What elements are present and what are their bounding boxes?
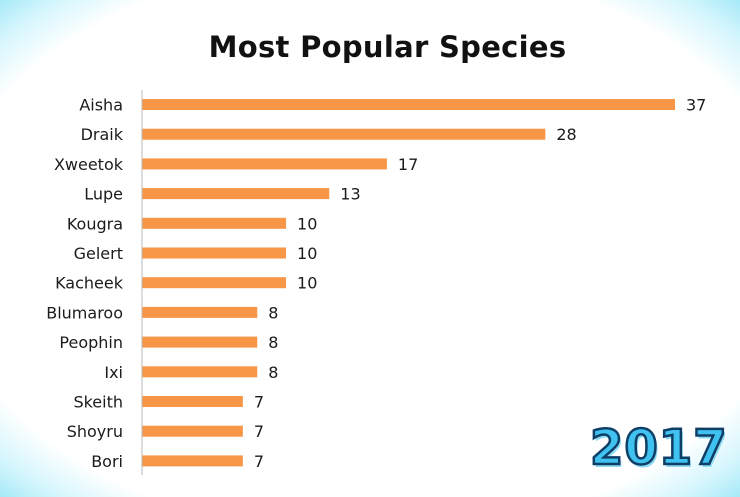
bar-skeith (142, 396, 243, 407)
data-label: 7 (254, 393, 264, 412)
data-label: 7 (254, 422, 264, 441)
data-label: 13 (340, 185, 360, 204)
data-label: 10 (297, 214, 317, 233)
chart-title: Most Popular Species (208, 30, 567, 64)
data-label: 10 (297, 244, 317, 263)
category-label: Shoyru (67, 422, 123, 441)
category-label: Blumaroo (46, 303, 123, 322)
data-label: 8 (268, 333, 278, 352)
category-label: Xweetok (54, 155, 124, 174)
bar-draik (142, 128, 546, 140)
bars-layer: Aisha 37 Draik 28 Xweetok 17 Lupe 13 Kougra 10 Gel… (46, 96, 706, 471)
category-label: Skeith (73, 393, 123, 412)
year-badge: 2017 (589, 419, 728, 478)
data-label: 7 (254, 452, 264, 471)
data-label: 28 (556, 125, 576, 144)
data-label: 37 (686, 96, 706, 115)
bar-aisha (142, 99, 675, 110)
bar-blumaroo (142, 306, 258, 318)
bar-shoyru (142, 425, 243, 437)
bar-kacheek (142, 277, 287, 289)
data-label: 10 (297, 274, 317, 293)
bar-kougra (142, 217, 287, 229)
bar-xweetok (142, 158, 387, 170)
category-label: Kougra (67, 214, 123, 233)
data-label: 8 (268, 363, 278, 382)
category-label: Draik (81, 125, 124, 144)
bar-bori (142, 455, 243, 467)
category-label: Gelert (74, 244, 123, 263)
category-label: Bori (91, 452, 123, 471)
bar-lupe (142, 188, 330, 200)
category-label: Ixi (104, 363, 123, 382)
category-label: Kacheek (55, 274, 124, 293)
bar-ixi (142, 366, 258, 378)
data-label: 8 (268, 303, 278, 322)
category-label: Lupe (84, 185, 123, 204)
data-label: 17 (398, 155, 418, 174)
bar-peophin (142, 336, 258, 348)
bar-gelert (142, 247, 287, 259)
category-label: Peophin (59, 333, 123, 352)
category-label: Aisha (79, 96, 123, 115)
